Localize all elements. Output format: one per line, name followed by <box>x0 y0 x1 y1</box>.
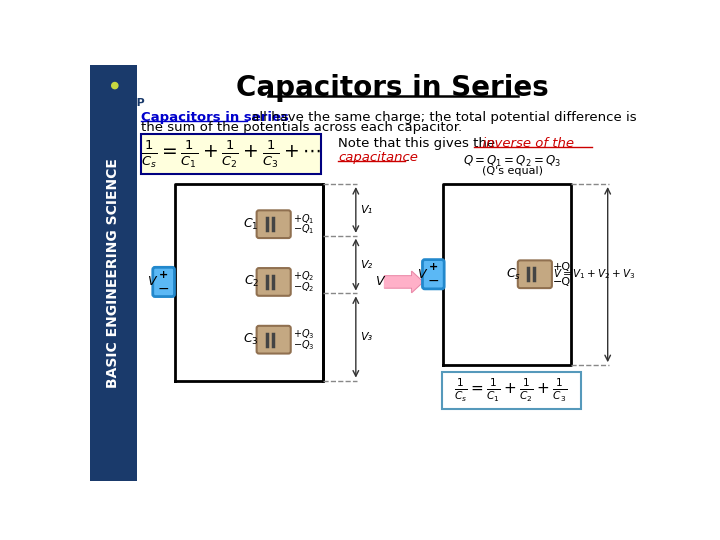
Text: $+Q_1$: $+Q_1$ <box>293 212 315 226</box>
Text: $+Q_2$: $+Q_2$ <box>293 269 315 284</box>
Ellipse shape <box>96 74 133 102</box>
Text: +: + <box>428 262 438 272</box>
Text: V: V <box>375 275 383 288</box>
Text: −: − <box>158 282 169 296</box>
Text: BASIC ENGINEERING SCIENCE: BASIC ENGINEERING SCIENCE <box>107 158 120 388</box>
Text: $-Q_3$: $-Q_3$ <box>293 338 315 352</box>
Text: Note that this gives the: Note that this gives the <box>338 137 500 150</box>
Text: +: + <box>159 270 168 280</box>
Text: $C_s$: $C_s$ <box>505 267 521 282</box>
Ellipse shape <box>101 78 129 98</box>
Text: Capacitors in Series: Capacitors in Series <box>236 74 549 102</box>
FancyBboxPatch shape <box>141 134 321 174</box>
Text: $Q = Q_1 = Q_2 = Q_3$: $Q = Q_1 = Q_2 = Q_3$ <box>464 153 562 168</box>
Text: MAP: MAP <box>117 98 145 109</box>
Text: −: − <box>428 274 439 288</box>
Text: .: . <box>405 151 410 164</box>
Text: $C_3$: $C_3$ <box>243 332 259 347</box>
Polygon shape <box>384 271 423 293</box>
FancyBboxPatch shape <box>256 211 291 238</box>
Text: V: V <box>147 275 156 288</box>
Text: Uni: Uni <box>96 98 114 109</box>
FancyBboxPatch shape <box>256 268 291 296</box>
Ellipse shape <box>107 82 122 93</box>
Text: the sum of the potentials across each capacitor.: the sum of the potentials across each ca… <box>141 122 462 134</box>
Text: $-Q_2$: $-Q_2$ <box>293 280 315 294</box>
Text: V: V <box>417 268 426 281</box>
Text: V₁: V₁ <box>360 205 372 215</box>
FancyBboxPatch shape <box>256 326 291 354</box>
Text: $+Q_3$: $+Q_3$ <box>293 327 315 341</box>
Text: (Q's equal): (Q's equal) <box>482 166 543 176</box>
Text: $-Q_1$: $-Q_1$ <box>293 222 315 237</box>
FancyBboxPatch shape <box>442 372 580 409</box>
Circle shape <box>112 83 118 89</box>
FancyBboxPatch shape <box>90 65 137 481</box>
Text: $C_1$: $C_1$ <box>243 217 259 232</box>
Text: all have the same charge; the total potential difference is: all have the same charge; the total pote… <box>248 111 637 124</box>
Text: +Q: +Q <box>553 261 571 272</box>
FancyBboxPatch shape <box>423 260 444 289</box>
Text: −Q: −Q <box>553 277 571 287</box>
FancyBboxPatch shape <box>518 260 552 288</box>
Text: $\frac{1}{C_s} = \frac{1}{C_1} + \frac{1}{C_2} + \frac{1}{C_3}$: $\frac{1}{C_s} = \frac{1}{C_1} + \frac{1… <box>454 377 567 404</box>
Text: V₂: V₂ <box>360 260 372 269</box>
Text: $\frac{1}{C_s} = \frac{1}{C_1} + \frac{1}{C_2} + \frac{1}{C_3} + \cdots$: $\frac{1}{C_s} = \frac{1}{C_1} + \frac{1… <box>140 138 321 170</box>
FancyBboxPatch shape <box>153 267 174 296</box>
Text: Capacitors in series: Capacitors in series <box>141 111 289 124</box>
Text: $C_2$: $C_2$ <box>243 274 259 289</box>
Text: capacitance: capacitance <box>338 151 418 164</box>
Text: $V = V_1 + V_2 + V_3$: $V = V_1 + V_2 + V_3$ <box>553 267 635 281</box>
Text: inverse of the: inverse of the <box>338 137 574 150</box>
Text: V₃: V₃ <box>360 332 372 342</box>
